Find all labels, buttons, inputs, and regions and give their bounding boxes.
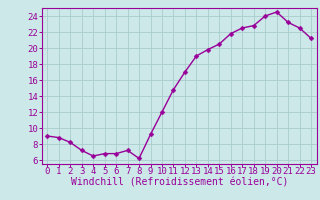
X-axis label: Windchill (Refroidissement éolien,°C): Windchill (Refroidissement éolien,°C): [70, 178, 288, 188]
